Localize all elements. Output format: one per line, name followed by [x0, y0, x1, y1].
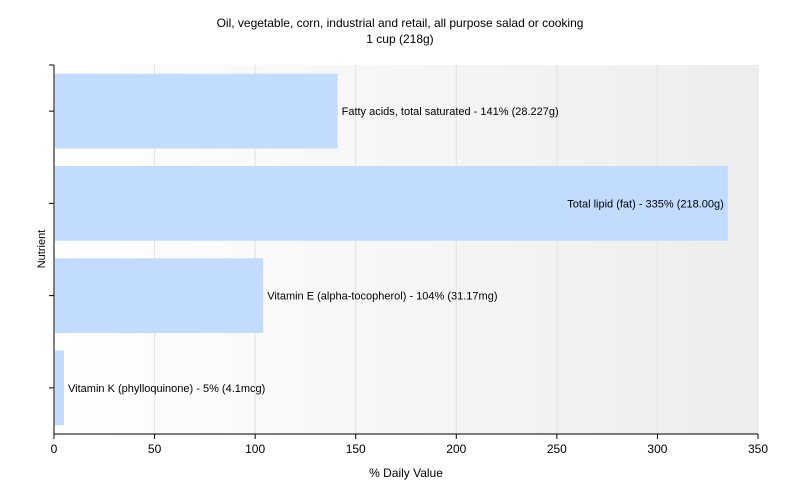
- x-tick-label: 0: [51, 442, 58, 456]
- x-tick-label: 50: [148, 442, 162, 456]
- bar-data-label: Total lipid (fat) - 335% (218.00g): [567, 198, 724, 210]
- x-tick-label: 350: [748, 442, 768, 456]
- x-axis-label: % Daily Value: [369, 466, 443, 480]
- bar: [55, 350, 65, 426]
- chart-title: Oil, vegetable, corn, industrial and ret…: [216, 16, 584, 30]
- x-tick-label: 250: [547, 442, 567, 456]
- x-tick-label: 200: [446, 442, 466, 456]
- bar: [55, 258, 264, 333]
- bar-data-label: Fatty acids, total saturated - 141% (28.…: [342, 106, 559, 118]
- x-tick-label: 150: [346, 442, 366, 456]
- x-tick-label: 100: [245, 442, 265, 456]
- bars: Fatty acids, total saturated - 141% (28.…: [55, 73, 728, 426]
- y-axis-label: Nutrient: [36, 230, 48, 269]
- gridlines: [154, 65, 759, 434]
- bar-data-label: Vitamin E (alpha-tocopherol) - 104% (31.…: [267, 291, 497, 303]
- bar: [55, 166, 728, 241]
- bar: [55, 73, 338, 149]
- x-tick-label: 300: [647, 442, 667, 456]
- bar-data-label: Vitamin K (phylloquinone) - 5% (4.1mcg): [68, 383, 265, 395]
- axes: 0 50 100 150 200 250 300 350: [49, 64, 768, 456]
- chart-subtitle: 1 cup (218g): [366, 32, 434, 46]
